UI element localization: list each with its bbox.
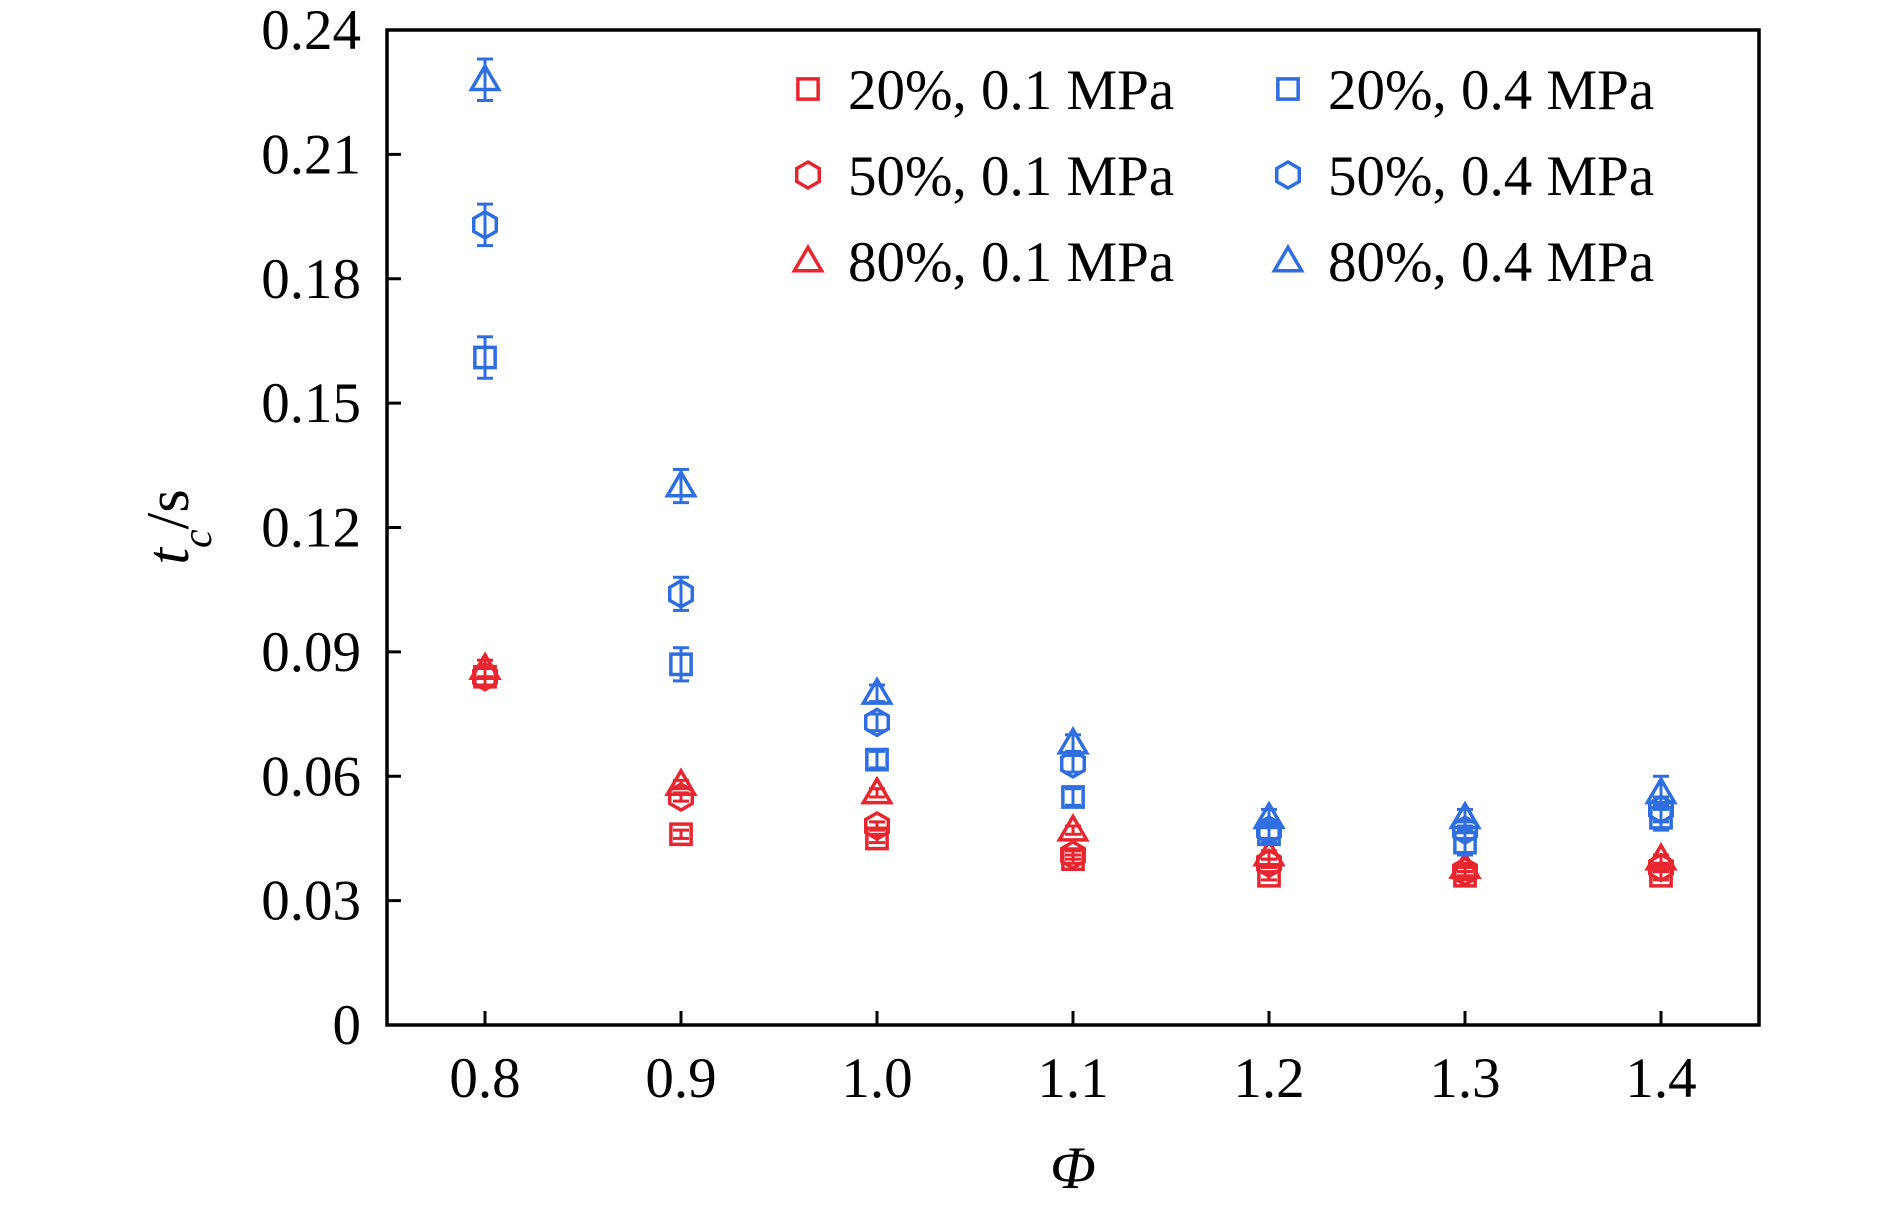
data-point-hexagon xyxy=(1647,852,1675,883)
x-tick-label: 1.3 xyxy=(1429,1047,1500,1110)
data-point-triangle xyxy=(1448,850,1482,879)
data-point-triangle xyxy=(664,767,698,797)
legend: 20%, 0.1 MPa 20%, 0.4 MPa 50%, 0.1 MPa 50%,… xyxy=(791,59,1654,294)
data-point-triangle xyxy=(1448,800,1482,830)
legend-marker-hexagon xyxy=(794,159,822,191)
legend-marker-square xyxy=(796,77,820,101)
y-axis-ticks: 0 0.03 0.06 0.09 0.12 0.15 0.18 0.21 0.24 xyxy=(261,0,401,1057)
data-point-triangle xyxy=(1252,837,1286,867)
legend-item: 80%, 0.1 MPa xyxy=(791,231,1174,294)
data-point-hexagon xyxy=(1255,848,1283,879)
data-point-triangle xyxy=(664,468,698,498)
y-tick-label: 0.21 xyxy=(261,123,361,186)
data-point-square xyxy=(1649,863,1673,888)
legend-label: 20%, 0.4 MPa xyxy=(1328,59,1654,122)
y-tick-label: 0.06 xyxy=(261,745,361,808)
y-tick-label: 0.15 xyxy=(261,372,361,435)
x-tick-label: 0.8 xyxy=(449,1047,520,1110)
legend-label: 20%, 0.1 MPa xyxy=(848,59,1174,122)
data-point-triangle xyxy=(468,651,502,680)
data-point-hexagon xyxy=(863,707,891,738)
data-point-triangle xyxy=(1056,813,1090,842)
data-point-hexagon xyxy=(471,661,499,692)
legend-marker-triangle xyxy=(1271,243,1305,273)
y-axis-label-subscript: c xyxy=(175,529,221,548)
legend-label: 50%, 0.4 MPa xyxy=(1328,145,1654,208)
x-tick-label: 1.4 xyxy=(1625,1047,1696,1110)
y-axis-label-main: t xyxy=(135,547,201,565)
x-tick-label: 0.9 xyxy=(645,1047,716,1110)
y-axis-label-unit: /s xyxy=(135,489,201,529)
x-tick-label: 1.0 xyxy=(841,1047,912,1110)
x-axis-label: Φ xyxy=(1050,1135,1096,1201)
x-tick-label: 1.1 xyxy=(1037,1047,1108,1110)
y-axis-label: tc/s xyxy=(135,489,221,564)
y-tick-label: 0.12 xyxy=(261,497,361,560)
data-point-square xyxy=(1649,805,1673,830)
legend-item: 20%, 0.4 MPa xyxy=(1276,59,1654,122)
legend-marker-triangle xyxy=(791,243,825,273)
data-point-square xyxy=(865,826,889,851)
legend-label: 50%, 0.1 MPa xyxy=(848,145,1174,208)
svg-text:tc/s: tc/s xyxy=(135,489,221,564)
data-point-square xyxy=(473,345,497,370)
y-tick-label: 0.09 xyxy=(261,621,361,684)
y-tick-label: 0.24 xyxy=(261,0,361,62)
legend-item: 50%, 0.4 MPa xyxy=(1274,145,1654,208)
data-point-triangle xyxy=(1056,725,1090,755)
legend-marker-square xyxy=(1276,77,1300,101)
data-point-square xyxy=(669,822,693,847)
data-point-triangle xyxy=(860,775,894,805)
data-point-hexagon xyxy=(1451,856,1479,887)
data-point-square xyxy=(865,747,889,772)
data-point-square xyxy=(669,652,693,677)
data-point-square xyxy=(1453,830,1477,855)
legend-label: 80%, 0.4 MPa xyxy=(1328,231,1654,294)
y-tick-label: 0.03 xyxy=(261,870,361,933)
data-point-triangle xyxy=(468,62,502,92)
data-point-triangle xyxy=(1252,800,1286,830)
data-point-hexagon xyxy=(471,209,499,240)
legend-item: 20%, 0.1 MPa xyxy=(796,59,1174,122)
data-point-square xyxy=(1061,785,1085,809)
y-tick-label: 0.18 xyxy=(261,248,361,311)
data-point-triangle xyxy=(1644,842,1678,871)
data-point-triangle xyxy=(860,676,894,705)
data-point-triangle xyxy=(1644,775,1678,805)
y-tick-label: 0 xyxy=(333,994,362,1057)
data-point-hexagon xyxy=(1059,748,1087,779)
data-point-hexagon xyxy=(863,810,891,842)
x-tick-label: 1.2 xyxy=(1233,1047,1304,1110)
legend-marker-hexagon xyxy=(1274,159,1302,191)
data-point-hexagon xyxy=(667,578,695,609)
data-point-hexagon xyxy=(1059,839,1087,871)
series-3 xyxy=(468,651,1678,879)
legend-item: 50%, 0.1 MPa xyxy=(794,145,1174,208)
data-series xyxy=(468,57,1678,888)
legend-label: 80%, 0.1 MPa xyxy=(848,231,1174,294)
legend-item: 80%, 0.4 MPa xyxy=(1271,231,1654,294)
x-axis-ticks: 0.8 0.9 1.0 1.1 1.2 1.3 1.4 xyxy=(449,1011,1697,1110)
series-6 xyxy=(468,57,1678,830)
